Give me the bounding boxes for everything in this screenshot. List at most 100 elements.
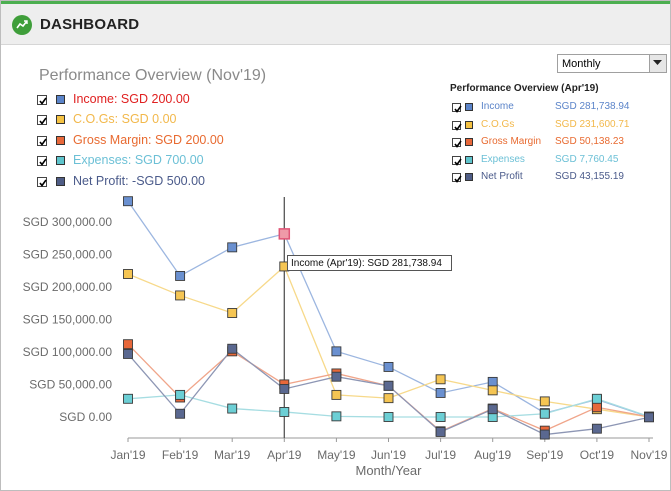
series-toggle-checkbox[interactable] bbox=[37, 176, 47, 187]
data-point bbox=[383, 412, 394, 422]
overview-apr-item-value: SGD 50,138.23 bbox=[555, 136, 624, 147]
series-color-swatch bbox=[465, 103, 473, 111]
overview-apr-item: Expenses SGD 7,760.45 bbox=[452, 154, 652, 170]
overview-item-label: C.O.Gs: SGD 0.00 bbox=[73, 112, 177, 127]
series-color-swatch bbox=[56, 115, 65, 125]
overview-item: Income: SGD 200.00 bbox=[37, 92, 297, 108]
data-point bbox=[123, 269, 133, 279]
x-tick-label: Apr'19 bbox=[267, 448, 302, 462]
x-tick-label: Feb'19 bbox=[162, 448, 199, 462]
series-color-swatch bbox=[465, 120, 473, 129]
data-point bbox=[435, 388, 446, 398]
dashboard-header: DASHBOARD bbox=[1, 1, 670, 45]
data-point bbox=[383, 362, 394, 372]
overview-title: Performance Overview (Nov'19) bbox=[39, 67, 267, 84]
overview-apr-item-value: SGD 281,738.94 bbox=[555, 101, 630, 112]
series-toggle-checkbox[interactable] bbox=[37, 115, 47, 126]
period-select[interactable]: Monthly bbox=[557, 54, 667, 73]
data-point bbox=[383, 393, 394, 404]
overview-apr-item: Income SGD 281,738.94 bbox=[452, 101, 652, 117]
data-point bbox=[487, 376, 498, 387]
data-point bbox=[331, 371, 342, 382]
overview-apr-item: C.O.Gs SGD 231,600.71 bbox=[452, 119, 652, 135]
data-point bbox=[591, 402, 602, 413]
data-point bbox=[227, 242, 238, 253]
chevron-down-icon[interactable] bbox=[649, 55, 666, 72]
x-tick-label: Jul'19 bbox=[425, 448, 456, 462]
y-tick-label: SGD 0.00 bbox=[59, 410, 112, 424]
series-toggle-checkbox[interactable] bbox=[37, 95, 47, 105]
data-point bbox=[435, 427, 446, 437]
data-point bbox=[278, 228, 291, 240]
y-tick-label: SGD 200,000.00 bbox=[23, 280, 113, 294]
overview-item: Gross Margin: SGD 200.00 bbox=[37, 133, 297, 149]
series-toggle-checkbox[interactable] bbox=[452, 155, 462, 166]
x-axis-label: Month/Year bbox=[355, 463, 422, 478]
data-point bbox=[331, 346, 342, 357]
data-point bbox=[279, 383, 290, 394]
data-point bbox=[123, 393, 133, 404]
x-tick-label: Oct'19 bbox=[580, 448, 615, 462]
data-point bbox=[539, 429, 550, 440]
series-color-swatch bbox=[56, 95, 65, 104]
series-color-swatch bbox=[465, 138, 473, 146]
series-toggle-checkbox[interactable] bbox=[37, 135, 47, 146]
overview-item: Net Profit: -SGD 500.00 bbox=[37, 174, 297, 190]
data-point bbox=[175, 290, 186, 301]
overview-apr-title: Performance Overview (Apr'19) bbox=[450, 83, 599, 94]
overview-apr-item: Net Profit SGD 43,155.19 bbox=[452, 171, 652, 187]
data-point bbox=[331, 389, 342, 400]
data-point bbox=[175, 271, 186, 281]
overview-apr-item: Gross Margin SGD 50,138.23 bbox=[452, 136, 652, 152]
overview-apr-item-value: SGD 7,760.45 bbox=[555, 153, 619, 165]
x-tick-label: Nov'19 bbox=[631, 448, 668, 462]
data-point bbox=[487, 385, 498, 396]
data-point bbox=[591, 423, 602, 434]
data-point bbox=[383, 380, 394, 391]
data-point bbox=[175, 389, 186, 400]
data-point bbox=[123, 349, 133, 359]
overview-apr-item-name: Expenses bbox=[481, 153, 525, 165]
data-point bbox=[227, 308, 238, 318]
x-tick-label: Sep'19 bbox=[526, 448, 563, 462]
data-point bbox=[279, 407, 290, 417]
chart-tooltip: Income (Apr'19): SGD 281,738.94 bbox=[287, 255, 452, 271]
series-color-swatch bbox=[56, 176, 65, 186]
data-point bbox=[435, 412, 446, 422]
overview-apr-item-name: Gross Margin bbox=[481, 136, 542, 147]
series-toggle-checkbox[interactable] bbox=[37, 156, 47, 167]
data-point bbox=[487, 404, 498, 415]
data-point bbox=[175, 408, 186, 419]
data-point bbox=[539, 408, 550, 419]
y-tick-label: SGD 250,000.00 bbox=[23, 248, 113, 262]
series-toggle-checkbox[interactable] bbox=[452, 173, 462, 183]
data-point bbox=[227, 343, 238, 354]
overview-apr-item-value: SGD 231,600.71 bbox=[555, 118, 630, 130]
dashboard-logo-icon bbox=[12, 15, 32, 35]
x-tick-label: Jan'19 bbox=[111, 448, 146, 462]
series-toggle-checkbox[interactable] bbox=[452, 138, 462, 148]
series-toggle-checkbox[interactable] bbox=[452, 103, 462, 113]
y-tick-label: SGD 100,000.00 bbox=[23, 345, 113, 359]
series-color-swatch bbox=[56, 156, 65, 166]
overview-item-label: Expenses: SGD 700.00 bbox=[73, 153, 204, 168]
x-tick-label: Aug'19 bbox=[474, 448, 511, 462]
series-color-swatch bbox=[465, 155, 473, 164]
y-tick-label: SGD 150,000.00 bbox=[23, 313, 113, 327]
overview-apr-item-name: C.O.Gs bbox=[481, 118, 515, 130]
overview-item-label: Net Profit: -SGD 500.00 bbox=[73, 173, 206, 188]
page-title: DASHBOARD bbox=[40, 16, 140, 33]
data-point bbox=[539, 396, 550, 407]
overview-item-label: Gross Margin: SGD 200.00 bbox=[73, 132, 224, 147]
data-point bbox=[435, 374, 446, 385]
overview-item: C.O.Gs: SGD 0.00 bbox=[37, 112, 297, 128]
series-toggle-checkbox[interactable] bbox=[452, 120, 462, 131]
data-point bbox=[331, 411, 342, 422]
series-color-swatch bbox=[465, 173, 473, 181]
x-tick-label: Mar'19 bbox=[214, 448, 251, 462]
y-tick-label: SGD 300,000.00 bbox=[23, 215, 113, 229]
data-point bbox=[644, 412, 654, 423]
overview-apr-item-value: SGD 43,155.19 bbox=[555, 171, 624, 182]
